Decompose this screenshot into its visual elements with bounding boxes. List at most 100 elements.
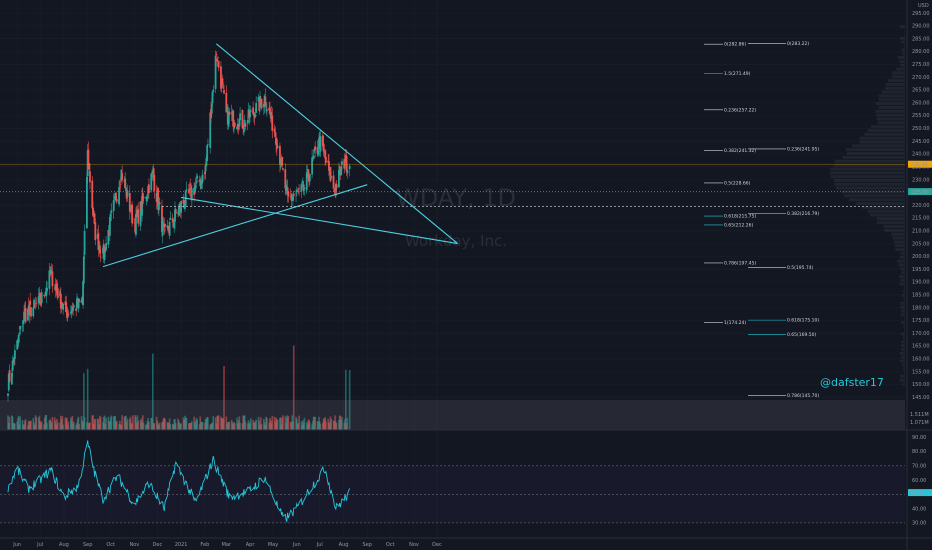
candle-body (32, 307, 35, 317)
price-tick-label: 190.00 (912, 280, 930, 286)
candle-body (169, 217, 172, 220)
volume-profile-bar (835, 186, 905, 190)
candle-body (99, 245, 101, 254)
candle-body (51, 271, 54, 287)
volume-profile-bar (900, 313, 905, 317)
time-tick-label: Sep (363, 542, 372, 548)
price-tick-label: 295.00 (912, 11, 930, 17)
volume-bar (207, 417, 209, 430)
volume-bar (217, 415, 220, 430)
candle-body (301, 184, 304, 187)
volume-profile-bar (902, 382, 905, 386)
volume-profile-bar (900, 321, 905, 325)
volume-bar (341, 416, 343, 430)
candle-body (216, 57, 219, 59)
time-tick-label: Jul (36, 542, 43, 548)
volume-profile-bar (859, 136, 905, 140)
volume-profile-bar (904, 44, 905, 48)
volume-profile-bar (855, 201, 905, 205)
volume-bar (11, 416, 14, 430)
volume-bar (260, 424, 263, 430)
volume-bar (279, 417, 282, 430)
candle-body (209, 112, 212, 148)
candle-body (282, 168, 284, 170)
current-price-label: 235.99 (910, 162, 928, 168)
volume-bar (151, 353, 154, 430)
volume-bar (259, 417, 262, 430)
candle-body (88, 163, 91, 170)
candle-body (7, 373, 10, 391)
volume-profile-bar (900, 374, 905, 378)
candle-body (254, 114, 257, 117)
candle-body (16, 340, 19, 350)
candle-body (200, 180, 202, 189)
current-price-label-bg (908, 160, 932, 168)
candle-body (168, 222, 171, 236)
price-tick-label: 215.00 (912, 216, 930, 222)
candle-body (206, 145, 209, 162)
candle-body (264, 96, 267, 107)
candle-body (65, 302, 68, 312)
volume-bar (348, 370, 351, 430)
candle-body (128, 192, 131, 212)
volume-profile-bar (845, 148, 905, 152)
price-tick-label: 265.00 (912, 88, 930, 94)
candle-body (255, 102, 258, 113)
volume-profile-bar (885, 86, 905, 90)
candle-body (314, 146, 317, 150)
volume-bar (223, 366, 225, 430)
candle-body (257, 96, 260, 102)
fib-level-label: 0.786(145.70) (787, 393, 819, 399)
candle-body (335, 184, 338, 189)
volume-profile-bar (903, 367, 905, 371)
candle-body (292, 193, 295, 197)
candle-body (221, 78, 224, 86)
candle-body (203, 171, 206, 175)
volume-bar (132, 415, 134, 430)
candle-body (244, 123, 247, 127)
candle-body (39, 293, 42, 305)
volume-bar (250, 418, 252, 430)
volume-profile-bar (846, 152, 905, 156)
volume-profile-bar (892, 236, 905, 240)
volume-bar (303, 417, 306, 430)
candle-body (115, 199, 118, 202)
volume-bar (314, 416, 316, 430)
volume-profile-bar (895, 248, 905, 252)
candle-body (18, 332, 21, 335)
candle-body (217, 60, 220, 68)
candle-body (274, 132, 277, 137)
candle-body (45, 287, 48, 296)
candle-body (110, 210, 113, 214)
candle-body (46, 288, 48, 292)
price-tick-label: 170.00 (912, 331, 930, 337)
candle-body (198, 180, 201, 182)
price-tick-label: 290.00 (912, 24, 930, 30)
candle-body (75, 308, 78, 311)
volume-profile-bar (891, 232, 905, 236)
candle-body (158, 203, 160, 211)
candle-body (131, 219, 134, 220)
volume-profile-bar (902, 363, 905, 367)
volume-bar (71, 415, 74, 430)
volume-profile-bar (878, 98, 905, 102)
candle-body (103, 246, 106, 261)
volume-bar (56, 422, 59, 430)
volume-profile-bar (900, 278, 905, 282)
volume-bar (19, 416, 22, 430)
volume-bar (67, 421, 70, 430)
volume-profile-bar (903, 324, 905, 328)
volume-profile-bar (900, 267, 905, 271)
price-tick-label: 220.00 (912, 203, 930, 209)
candle-body (109, 214, 112, 218)
candle-body (188, 187, 191, 190)
candle-body (27, 308, 29, 321)
time-tick-label: Nov (130, 542, 140, 548)
price-tick-label: 260.00 (912, 100, 930, 106)
volume-bar (164, 418, 166, 430)
candle-body (115, 192, 117, 201)
candle-body (242, 125, 245, 130)
candle-body (40, 292, 43, 304)
fib-level-label: 0.236(257.22) (724, 107, 756, 113)
